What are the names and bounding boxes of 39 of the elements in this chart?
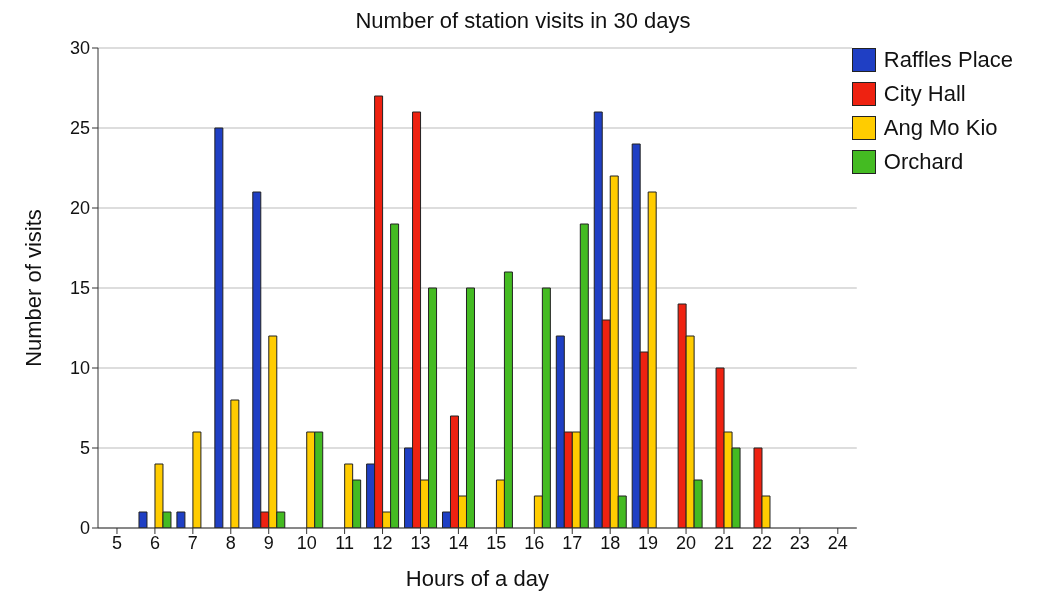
bar [214, 127, 224, 528]
x-tick-label: 14 [448, 532, 469, 553]
x-tick-label: 11 [335, 532, 354, 553]
x-tick-label: 17 [562, 532, 583, 553]
bar [230, 399, 240, 528]
x-tick-label: 23 [789, 532, 810, 553]
y-tick-label: 15 [69, 278, 90, 299]
legend-label: Ang Mo Kio [883, 114, 998, 142]
y-tick-label: 5 [79, 438, 90, 459]
x-tick-label: 15 [486, 532, 507, 553]
x-tick-label: 8 [225, 532, 236, 553]
x-tick-label: 10 [296, 532, 317, 553]
x-tick-label: 24 [827, 532, 848, 553]
x-tick-label: 6 [149, 532, 160, 553]
legend-label: Orchard [883, 148, 964, 176]
x-tick-label: 20 [676, 532, 697, 553]
x-tick-label: 16 [524, 532, 545, 553]
y-axis-title: Number of visits [20, 209, 46, 367]
x-tick-label: 13 [410, 532, 431, 553]
legend-label: Raffles Place [883, 46, 1013, 74]
bar [138, 511, 148, 528]
x-tick-label: 19 [638, 532, 659, 553]
chart-title: Number of station visits in 30 days [354, 8, 692, 35]
x-tick-label: 18 [600, 532, 621, 553]
x-tick-label: 5 [111, 532, 122, 553]
x-tick-label: 21 [713, 532, 735, 553]
y-tick-label: 30 [69, 38, 90, 59]
y-tick-label: 20 [69, 198, 90, 219]
x-tick-label: 22 [751, 532, 772, 553]
y-tick-label: 25 [69, 118, 90, 139]
bar [176, 511, 186, 528]
legend-label: City Hall [883, 80, 966, 108]
y-tick-label: 10 [69, 358, 90, 379]
x-tick-label: 12 [372, 532, 393, 553]
bar [192, 431, 202, 528]
x-tick-label: 9 [263, 532, 274, 553]
y-tick-label: 0 [79, 518, 90, 539]
x-tick-label: 7 [187, 532, 198, 553]
x-axis-title: Hours of a day [405, 566, 549, 591]
